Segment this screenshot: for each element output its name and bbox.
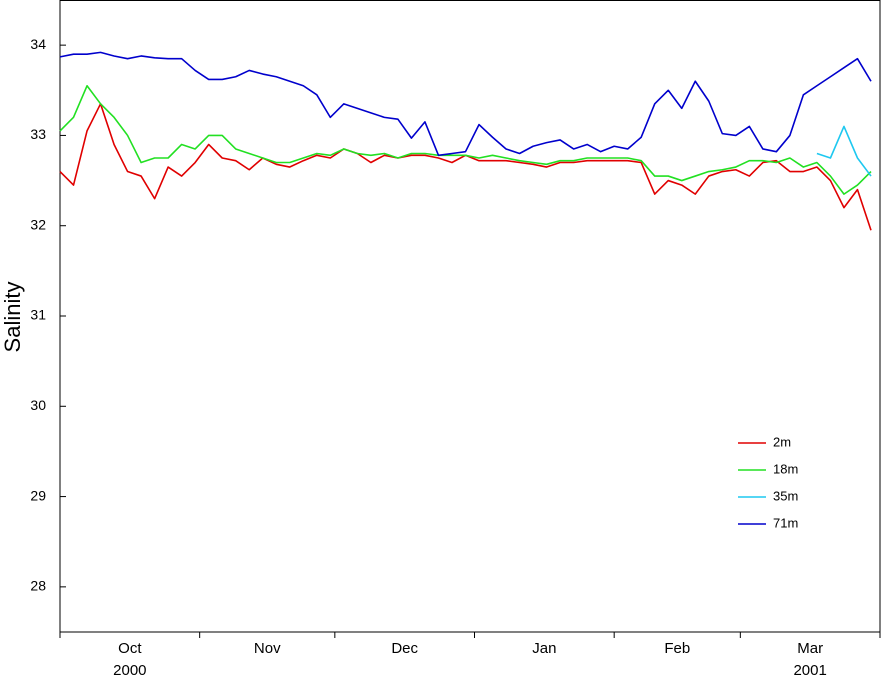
legend-label: 18m [773,461,798,476]
y-tick-label: 32 [30,216,46,232]
y-tick-label: 33 [30,126,46,142]
x-month-label: Jan [532,640,556,657]
y-tick-label: 34 [30,36,46,52]
x-month-label: Feb [664,640,690,657]
x-year-label: 2001 [793,662,826,678]
y-tick-label: 29 [30,487,46,503]
y-tick-label: 31 [30,307,46,323]
y-axis-label: Salinity [0,282,25,353]
y-tick-label: 30 [30,397,46,413]
y-tick-label: 28 [30,578,46,594]
x-month-label: Nov [254,640,281,657]
plot-frame [59,0,881,633]
x-month-label: Mar [797,640,823,657]
x-month-label: Dec [391,640,418,657]
x-month-label: Oct [118,640,142,657]
series-line [59,103,872,231]
x-year-label: 2000 [113,662,146,678]
legend-label: 71m [773,515,798,530]
series-line [816,125,872,177]
legend-label: 35m [773,488,798,503]
series-line [59,84,872,195]
legend-label: 2m [773,434,791,449]
series-line [59,51,872,157]
